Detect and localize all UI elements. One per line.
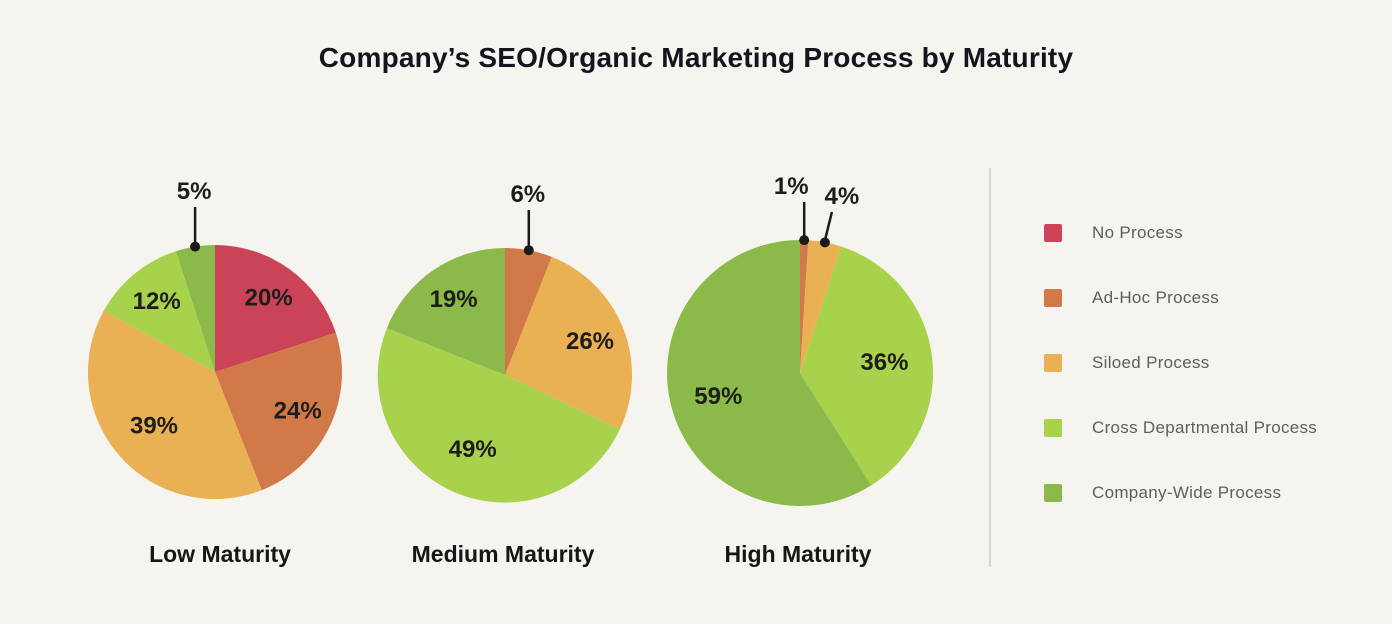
slice-label: 49% (449, 436, 497, 463)
pie-low-maturity: 20% 24% 39% 12% 5% (87, 178, 343, 500)
pie-slice-cross-departmental-process (377, 328, 620, 503)
callout-dot (523, 245, 534, 256)
legend-swatch-cross-departmental-process (1044, 419, 1062, 437)
callout-label: 1% (774, 173, 809, 200)
slice-label: 26% (566, 328, 614, 355)
pie-slice-company-wide-process (175, 245, 215, 372)
pie-medium-maturity: 26% 49% 19% 6% (377, 181, 633, 503)
slice-label: 24% (274, 397, 322, 424)
legend-label: Cross Departmental Process (1092, 418, 1318, 437)
slice-label: 39% (130, 412, 178, 439)
callout-dot (799, 235, 810, 246)
pie-slice-ad-hoc-process (505, 247, 552, 375)
pie-slice-siloed-process (505, 256, 633, 430)
slice-label: 59% (694, 383, 742, 410)
pie-caption-low-maturity: Low Maturity (149, 541, 291, 567)
pie-caption-high-maturity: High Maturity (724, 541, 872, 567)
legend-label: No Process (1092, 223, 1183, 242)
slice-label: 36% (860, 349, 908, 376)
pie-slice-siloed-process (87, 310, 262, 500)
legend: No Process Ad-Hoc Process Siloed Process Cr… (1044, 223, 1317, 503)
legend-label: Ad-Hoc Process (1092, 288, 1220, 307)
callout-label: 5% (177, 178, 212, 205)
pie-slice-company-wide-process (667, 240, 872, 506)
page-title: Company’s SEO/Organic Marketing Process … (318, 42, 1074, 73)
legend-swatch-company-wide-process (1044, 484, 1062, 502)
legend-divider (989, 168, 991, 567)
pie-slice-no-process (215, 245, 336, 372)
slice-label: 12% (133, 288, 181, 315)
pie-slice-company-wide-process (386, 248, 505, 375)
slice-label: 20% (245, 285, 293, 312)
legend-swatch-no-process (1044, 224, 1062, 242)
pie-slice-siloed-process (800, 240, 842, 373)
pie-caption-medium-maturity: Medium Maturity (411, 541, 595, 567)
legend-item-ad-hoc-process: Ad-Hoc Process (1044, 288, 1317, 308)
legend-item-siloed-process: Siloed Process (1044, 353, 1317, 373)
pie-high-maturity: 36% 59% 1% 4% (667, 173, 934, 506)
callout-line (823, 211, 834, 241)
pie-slice-cross-departmental-process (103, 251, 215, 372)
pie-slice-cross-departmental-process (800, 246, 934, 486)
legend-item-company-wide-process: Company-Wide Process (1044, 483, 1317, 503)
callout-label: 6% (510, 181, 545, 208)
legend-item-cross-departmental-process: Cross Departmental Process (1044, 418, 1317, 438)
legend-swatch-ad-hoc-process (1044, 289, 1062, 307)
legend-label: Siloed Process (1092, 353, 1210, 372)
legend-label: Company-Wide Process (1092, 483, 1282, 502)
callout-label: 4% (825, 183, 860, 210)
pie-slice-ad-hoc-process (215, 332, 343, 491)
pie-slice-ad-hoc-process (800, 240, 809, 373)
slice-label: 19% (430, 286, 478, 313)
callout-dot (819, 237, 830, 248)
callout-dot (190, 241, 201, 252)
legend-swatch-siloed-process (1044, 354, 1062, 372)
legend-item-no-process: No Process (1044, 223, 1317, 243)
